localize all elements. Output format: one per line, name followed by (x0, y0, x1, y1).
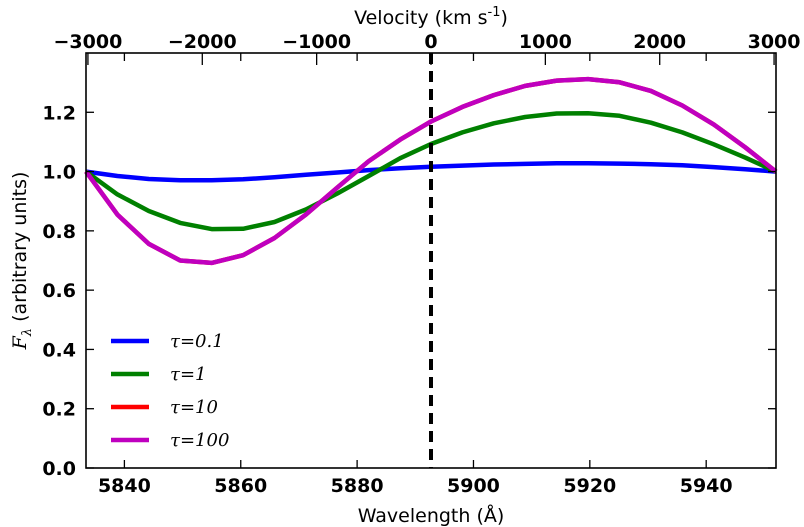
legend-label: τ=0.1 (170, 331, 224, 352)
x-tick-label: 5880 (331, 475, 384, 497)
top-axis-title: Velocity (km s-1) (354, 5, 508, 29)
legend: τ=0.1 τ=1 τ=10 τ=100 (111, 331, 229, 451)
y-tick-label: 1.2 (42, 102, 76, 124)
y-tick-label: 0.0 (42, 458, 76, 480)
legend-label: τ=1 (170, 364, 207, 385)
x-axis-title: Wavelength (Å) (358, 504, 505, 527)
legend-label: τ=100 (170, 430, 229, 451)
top-tick-label: 3000 (748, 31, 801, 53)
top-tick-label: 0 (424, 31, 437, 53)
y-axis-title: Fλ (arbitrary units) (9, 172, 35, 351)
plot-frame (85, 52, 777, 469)
x-tick-label: 5920 (563, 475, 616, 497)
top-tick-label: 2000 (633, 31, 686, 53)
x-tick-label: 5840 (98, 475, 151, 497)
series-line-4 (84, 76, 778, 266)
top-tick-label: −2000 (168, 31, 237, 53)
top-tick-label: 1000 (519, 31, 572, 53)
y-tick-label: 0.2 (42, 399, 76, 421)
x-tick-label: 5860 (214, 475, 267, 497)
y-tick-label: 0.8 (42, 221, 76, 243)
y-tick-label: 0.6 (42, 280, 76, 302)
x-tick-label: 5940 (680, 475, 733, 497)
x-tick-label: 5900 (447, 475, 500, 497)
ticks-layer: 5840 5860 5880 5900 5920 5940 0.0 0.2 0.4 0.6 0.8 1… (42, 31, 800, 497)
top-tick-label: −3000 (54, 31, 123, 53)
top-tick-label: −1000 (282, 31, 351, 53)
legend-label: τ=10 (170, 397, 218, 418)
y-tick-label: 1.0 (42, 162, 76, 184)
y-tick-label: 0.4 (42, 339, 76, 361)
